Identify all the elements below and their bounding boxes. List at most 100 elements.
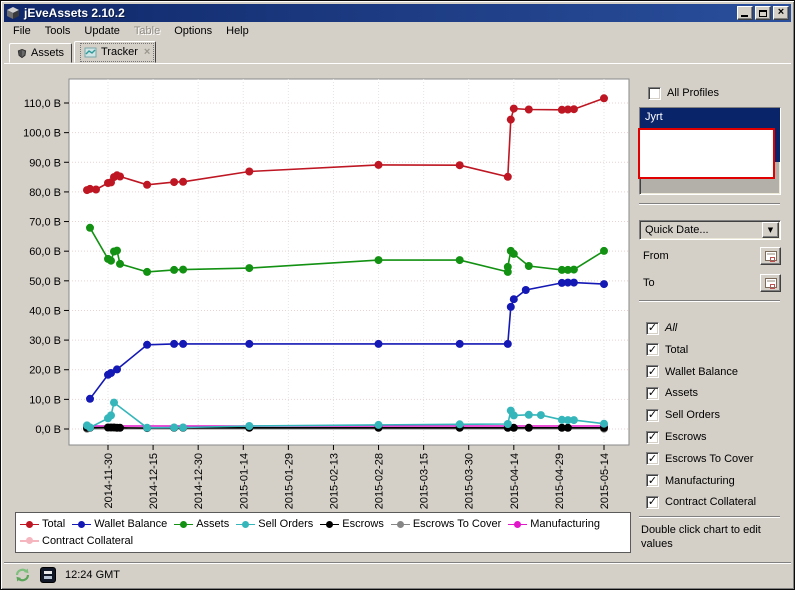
data-point-escrows[interactable] [509,423,518,432]
data-point-assets[interactable] [245,264,254,273]
all-profiles-checkbox-row[interactable]: All Profiles [648,86,719,100]
checkbox-escrows[interactable]: ✓ [646,430,659,444]
to-date-button[interactable] [760,273,781,292]
data-point-assets[interactable] [374,256,383,265]
quick-date-combobox[interactable]: Quick Date... ▼ [639,220,781,240]
data-point-total[interactable] [569,105,578,114]
data-point-sell-orders[interactable] [557,415,566,424]
data-point-assets[interactable] [524,262,533,270]
data-point-total[interactable] [524,105,533,114]
data-point-total[interactable] [143,180,152,189]
checkbox-contract-collateral[interactable]: ✓ [646,495,659,509]
menu-item-help[interactable]: Help [226,25,249,37]
checkbox-assets[interactable]: ✓ [646,386,659,400]
data-point-assets[interactable] [503,262,512,271]
data-point-wallet-balance[interactable] [600,280,608,289]
toggle-row-total[interactable]: ✓ Total [646,343,688,357]
checkbox-sell-orders[interactable]: ✓ [646,408,659,422]
data-point-sell-orders[interactable] [245,422,254,430]
data-point-total[interactable] [92,185,100,194]
data-point-assets[interactable] [563,265,572,274]
data-point-wallet-balance[interactable] [503,339,512,348]
data-point-wallet-balance[interactable] [245,339,254,348]
menu-item-file[interactable]: File [13,25,31,37]
data-point-assets[interactable] [509,249,518,258]
data-point-total[interactable] [509,104,518,113]
tab-close-icon[interactable]: × [143,45,151,58]
data-point-sell-orders[interactable] [143,423,152,432]
data-point-wallet-balance[interactable] [179,339,188,348]
data-point-sell-orders[interactable] [536,411,545,420]
data-point-sell-orders[interactable] [179,423,188,432]
data-point-sell-orders[interactable] [509,411,518,420]
data-point-sell-orders[interactable] [170,423,179,432]
data-point-total[interactable] [600,94,608,103]
data-point-escrows[interactable] [116,423,124,432]
checkbox-total[interactable]: ✓ [646,343,659,357]
data-point-assets[interactable] [170,265,179,274]
data-point-total[interactable] [86,184,94,193]
data-point-total[interactable] [374,160,383,169]
data-point-total[interactable] [179,177,188,186]
data-point-wallet-balance[interactable] [521,286,530,294]
data-point-total[interactable] [170,178,179,187]
menu-item-update[interactable]: Update [84,25,120,37]
data-point-sell-orders[interactable] [569,416,578,425]
data-point-sell-orders[interactable] [563,416,572,425]
data-point-total[interactable] [455,161,464,170]
tab-assets[interactable]: Assets [9,43,72,63]
data-point-wallet-balance[interactable] [86,394,94,403]
data-point-assets[interactable] [557,265,566,274]
data-point-escrows[interactable] [524,423,533,432]
data-point-wallet-balance[interactable] [506,302,515,311]
tab-tracker[interactable]: Tracker × [74,41,156,63]
data-point-sell-orders[interactable] [107,411,115,420]
data-point-sell-orders[interactable] [455,420,464,429]
data-point-assets[interactable] [116,259,124,268]
data-point-sell-orders[interactable] [524,410,533,419]
data-point-wallet-balance[interactable] [509,295,518,304]
data-point-assets[interactable] [113,246,121,255]
close-button[interactable]: × [773,6,789,20]
data-point-assets[interactable] [455,256,464,265]
checkbox-wallet-balance[interactable]: ✓ [646,365,659,379]
data-point-wallet-balance[interactable] [557,278,566,287]
data-point-assets[interactable] [143,267,152,276]
data-point-sell-orders[interactable] [374,420,383,429]
data-point-wallet-balance[interactable] [107,369,115,377]
checkbox-escrows-to-cover[interactable]: ✓ [646,452,659,466]
data-point-assets[interactable] [86,223,94,232]
toggle-row-wallet-balance[interactable]: ✓ Wallet Balance [646,365,738,379]
toggle-row-contract-collateral[interactable]: ✓ Contract Collateral [646,495,756,509]
checkbox-all[interactable]: ✓ [646,321,659,335]
data-point-escrows[interactable] [563,423,572,432]
maximize-button[interactable] [755,6,771,20]
data-point-total[interactable] [506,115,515,124]
all-profiles-checkbox[interactable] [648,86,661,100]
data-point-total[interactable] [116,172,124,181]
data-point-wallet-balance[interactable] [113,365,121,374]
toggle-row-all[interactable]: ✓ All [646,321,677,335]
data-point-wallet-balance[interactable] [563,278,572,287]
data-point-wallet-balance[interactable] [455,339,464,348]
data-point-wallet-balance[interactable] [374,339,383,348]
data-point-total[interactable] [245,167,254,176]
title-bar[interactable]: jEveAssets 2.10.2 × [4,4,791,22]
toggle-row-escrows-to-cover[interactable]: ✓ Escrows To Cover [646,452,753,466]
data-point-escrows[interactable] [557,423,566,432]
from-date-button[interactable] [760,246,781,265]
data-point-assets[interactable] [179,265,188,274]
data-point-sell-orders[interactable] [86,423,94,432]
combo-dropdown-button[interactable]: ▼ [762,222,779,238]
toggle-row-assets[interactable]: ✓ Assets [646,386,698,400]
data-point-assets[interactable] [569,265,578,274]
menu-item-options[interactable]: Options [174,25,213,37]
data-point-total[interactable] [563,105,572,114]
data-point-wallet-balance[interactable] [569,278,578,287]
data-point-sell-orders[interactable] [503,420,512,428]
toggle-row-sell-orders[interactable]: ✓ Sell Orders [646,408,720,422]
data-point-sell-orders[interactable] [600,419,608,428]
data-point-assets[interactable] [107,256,115,265]
data-point-assets[interactable] [600,246,608,255]
minimize-button[interactable] [737,6,753,20]
